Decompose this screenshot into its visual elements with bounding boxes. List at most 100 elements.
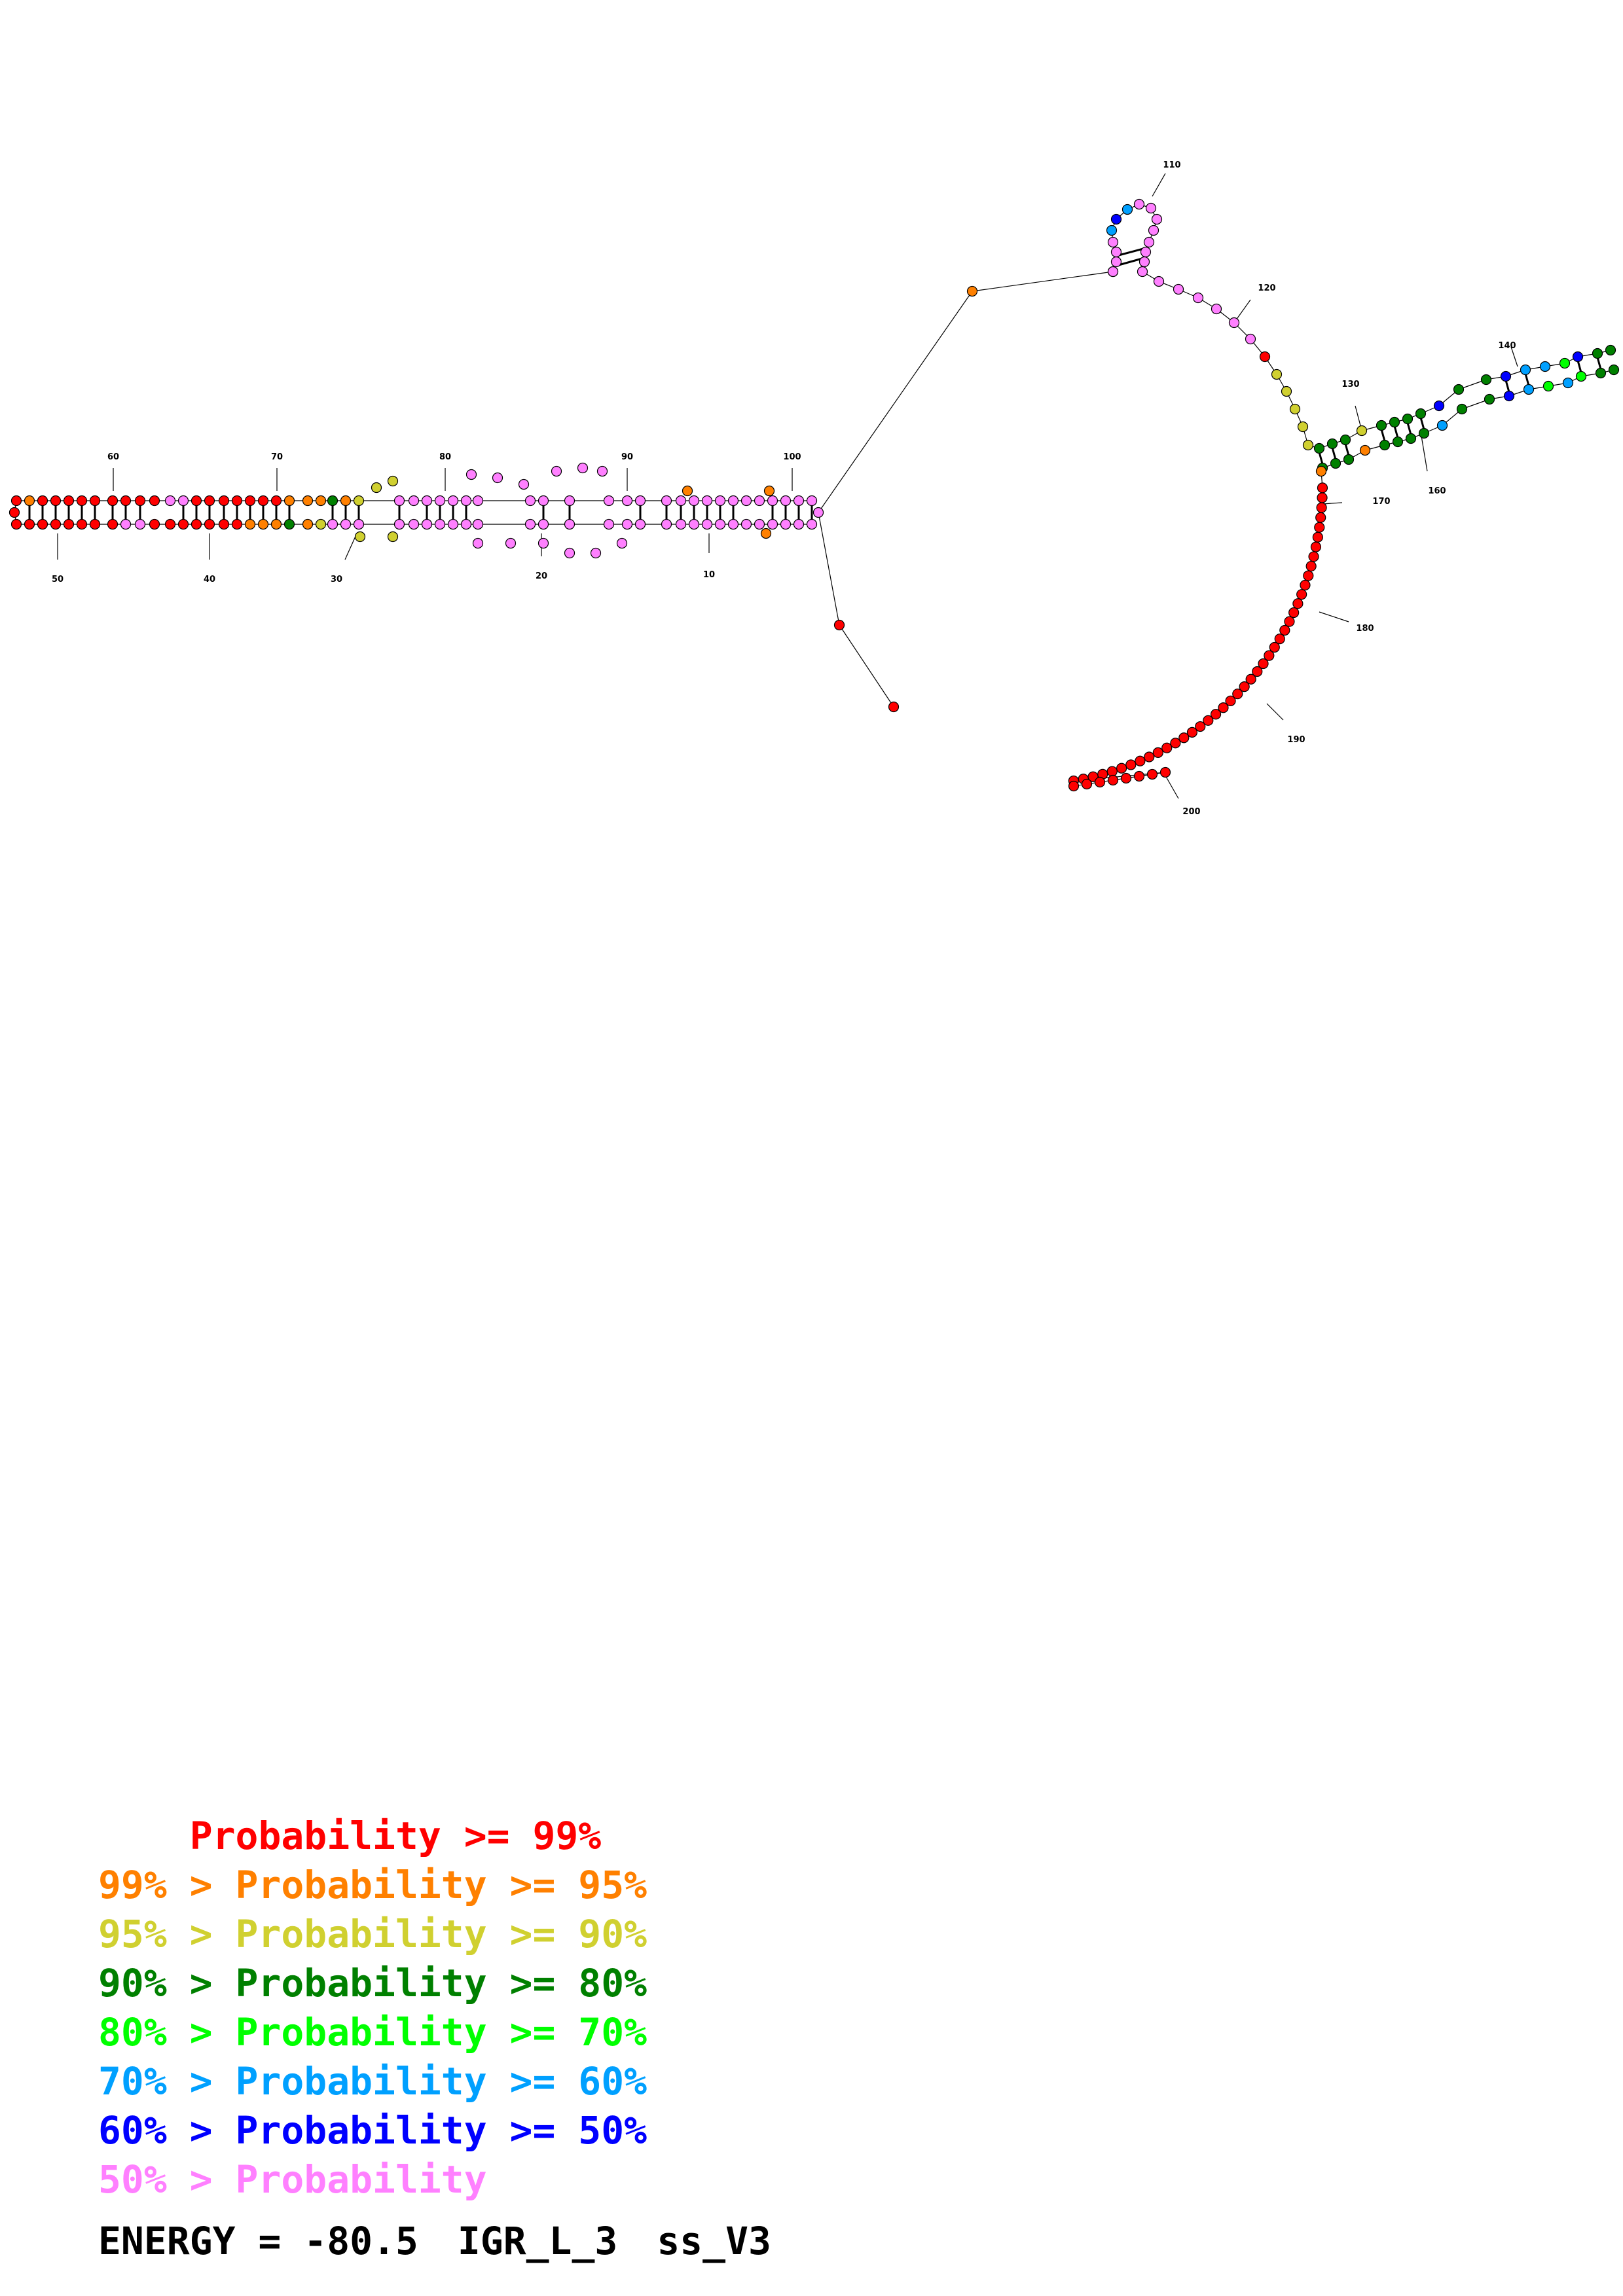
nucleotide	[1245, 673, 1256, 685]
legend-label: Probability >= 90%	[235, 1912, 647, 1956]
nucleotide	[1210, 709, 1222, 720]
nucleotide	[793, 495, 805, 507]
nucleotide	[387, 531, 399, 543]
nucleotide	[134, 518, 146, 530]
nucleotide	[714, 495, 726, 507]
nucleotide	[1288, 607, 1300, 619]
nucleotide	[460, 495, 472, 507]
nucleotide	[1330, 457, 1341, 469]
nucleotide	[1170, 738, 1181, 749]
nucleotide	[1203, 715, 1214, 726]
position-label: 70	[271, 452, 283, 462]
nucleotide	[434, 495, 446, 507]
base-pair-bond	[1504, 380, 1510, 393]
legend-label: Probability >= 50%	[235, 2108, 647, 2153]
nucleotide	[302, 518, 314, 530]
nucleotide	[1303, 570, 1314, 581]
nucleotide	[1106, 766, 1118, 777]
base-pair-bond	[1419, 417, 1425, 430]
nucleotide	[754, 495, 765, 507]
legend-row: 80% > Probability >= 70%	[98, 2008, 647, 2057]
nucleotide	[727, 495, 739, 507]
nucleotide	[1211, 303, 1222, 315]
legend-row: 99% > Probability >= 95%	[98, 1861, 647, 1910]
nucleotide	[50, 495, 62, 507]
nucleotide	[1140, 246, 1152, 258]
nucleotide	[283, 518, 295, 530]
nucleotide	[120, 495, 132, 507]
nucleotide	[763, 485, 775, 497]
nucleotide	[354, 531, 366, 543]
nucleotide	[780, 518, 792, 530]
nucleotide	[134, 495, 146, 507]
nucleotide	[1456, 403, 1468, 415]
nucleotide	[714, 518, 726, 530]
nucleotide	[89, 495, 101, 507]
nucleotide	[603, 495, 615, 507]
legend-threshold: 70% >	[98, 2059, 236, 2104]
structure-name: IGR_L_3	[457, 2219, 618, 2263]
nucleotide	[577, 462, 589, 474]
nucleotide	[1484, 393, 1495, 405]
nucleotide	[1110, 213, 1122, 225]
nucleotide	[1110, 256, 1122, 268]
position-label: 140	[1498, 341, 1516, 351]
nucleotide	[447, 518, 459, 530]
structure-version: ss_V3	[657, 2219, 771, 2263]
tick-line	[1510, 346, 1518, 367]
nucleotide	[564, 495, 575, 507]
nucleotide	[1159, 766, 1171, 778]
nucleotide	[257, 495, 269, 507]
nucleotide	[621, 495, 633, 507]
position-label: 200	[1182, 807, 1200, 817]
position-label: 110	[1163, 160, 1180, 170]
nucleotide	[780, 495, 792, 507]
nucleotide	[1145, 202, 1157, 214]
nucleotide	[1608, 364, 1620, 376]
nucleotide	[1300, 579, 1311, 591]
legend-threshold: 60% >	[98, 2108, 236, 2153]
position-label: 40	[204, 575, 215, 584]
nucleotide	[204, 495, 215, 507]
nucleotide	[1259, 351, 1271, 363]
nucleotide	[661, 495, 672, 507]
nucleotide	[1453, 384, 1465, 395]
nucleotide	[1094, 776, 1106, 788]
nucleotide	[1274, 634, 1285, 645]
position-label: 120	[1258, 283, 1275, 293]
nucleotide	[1559, 357, 1571, 369]
nucleotide	[1343, 454, 1355, 465]
legend-threshold: 95% >	[98, 1912, 236, 1956]
nucleotide	[806, 518, 818, 530]
nucleotide	[564, 518, 575, 530]
position-label: 30	[331, 575, 342, 584]
nucleotide	[1313, 442, 1325, 454]
nucleotide	[1379, 439, 1391, 451]
tick-line	[1266, 703, 1284, 721]
nucleotide	[1192, 292, 1204, 304]
nucleotide	[1195, 721, 1206, 732]
nucleotide	[1356, 425, 1368, 437]
base-pair-bond	[1116, 257, 1145, 267]
base-pair-bond	[1596, 357, 1602, 370]
nucleotide	[63, 518, 75, 530]
position-label: 170	[1372, 497, 1390, 507]
legend-row: Probability >= 99%	[98, 1812, 647, 1861]
nucleotide	[1279, 624, 1290, 636]
nucleotide	[551, 465, 562, 477]
nucleotide	[603, 518, 615, 530]
position-label: 100	[783, 452, 801, 462]
base-pair-bond	[1393, 425, 1399, 439]
nucleotide	[538, 518, 549, 530]
probability-legend: Probability >= 99% 99% > Probability >= 9…	[98, 1812, 647, 2204]
nucleotide	[177, 495, 189, 507]
nucleotide	[1405, 433, 1417, 444]
nucleotide	[590, 547, 602, 559]
nucleotide	[37, 518, 48, 530]
base-pair-bond	[1331, 447, 1337, 460]
nucleotide	[10, 518, 22, 530]
nucleotide	[1122, 204, 1133, 215]
nucleotide	[50, 518, 62, 530]
legend-row: 70% > Probability >= 60%	[98, 2057, 647, 2106]
legend-threshold: 90% >	[98, 1961, 236, 2005]
